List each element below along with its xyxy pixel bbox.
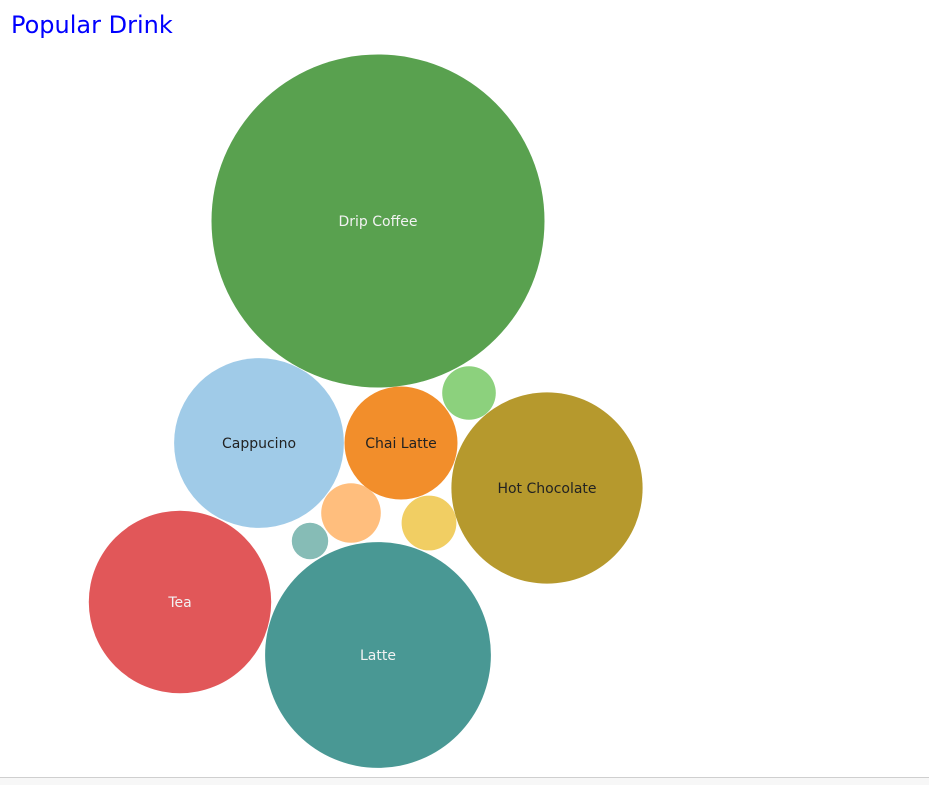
bubble-latte[interactable] [265,542,491,768]
bubble-label-cappucino: Cappucino [222,436,296,452]
bubble-label-drip-coffee: Drip Coffee [339,214,418,230]
bubble-unlabeled-8[interactable] [321,483,381,543]
chart-title: Popular Drink [11,11,173,39]
bubble-tea[interactable] [88,510,272,694]
bubble-unlabeled-7[interactable] [442,366,496,420]
bubble-unlabeled-9[interactable] [401,495,457,551]
bubble-chai-latte[interactable] [344,386,458,500]
bubble-label-hot-chocolate: Hot Chocolate [497,481,596,497]
bubble-label-chai-latte: Chai Latte [365,436,437,452]
bubble-drip-coffee[interactable] [211,54,545,388]
bubble-hot-chocolate[interactable] [451,392,643,584]
bubble-label-latte: Latte [360,648,396,664]
bubble-cappucino[interactable] [174,358,344,528]
bubble-unlabeled-10[interactable] [291,522,329,560]
footer-band [0,777,929,785]
bubble-label-tea: Tea [167,595,191,611]
